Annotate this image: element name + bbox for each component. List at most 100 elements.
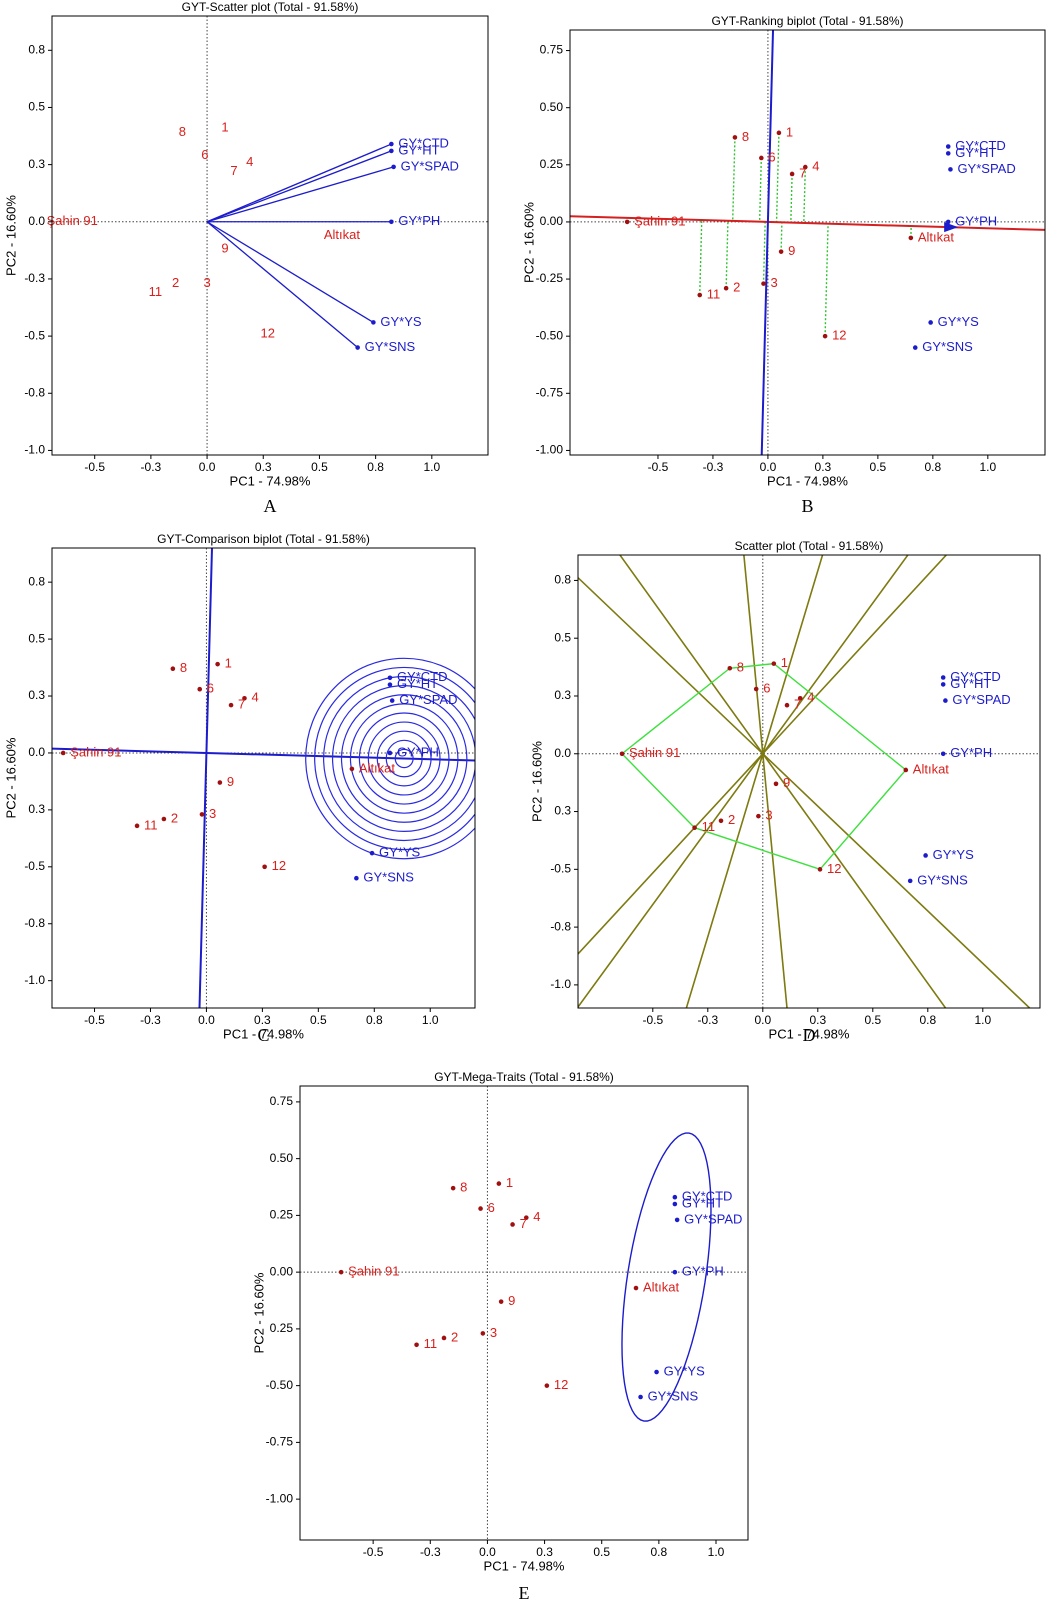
genotype-label: 11 xyxy=(707,286,721,301)
trait-point xyxy=(672,1201,678,1207)
genotype-label: 11 xyxy=(144,817,158,832)
genotype-label: 9 xyxy=(783,775,790,790)
genotype-label: 6 xyxy=(768,149,775,164)
projection xyxy=(699,220,703,296)
genotype-label: 1 xyxy=(786,124,793,139)
concentric-circle xyxy=(349,703,459,814)
trait-point xyxy=(387,682,393,687)
y-tick-label: -0.75 xyxy=(266,1435,294,1449)
y-tick-label: 0.00 xyxy=(270,1264,294,1278)
y-tick-label: 0.75 xyxy=(270,1094,294,1108)
genotype-point xyxy=(759,155,764,161)
genotype-point xyxy=(197,686,203,692)
panel-label: C xyxy=(257,1025,269,1045)
x-tick-label: 0.8 xyxy=(367,460,384,474)
x-tick-label: 0.3 xyxy=(254,1013,271,1027)
y-tick-label: -0.5 xyxy=(550,861,571,875)
trait-point xyxy=(389,698,395,703)
trait-point xyxy=(638,1394,643,1400)
y-axis-label: PC2 - 16.60% xyxy=(3,737,18,818)
genotype-label: Şahin 91 xyxy=(629,745,680,760)
trait-vector xyxy=(206,221,359,349)
trait-point xyxy=(672,1194,678,1200)
y-tick-label: -0.8 xyxy=(24,916,45,930)
trait-label: GY*SPAD xyxy=(952,692,1010,707)
genotype-point xyxy=(215,661,220,667)
genotype-label: 9 xyxy=(221,241,228,256)
x-tick-label: -0.3 xyxy=(420,1545,441,1559)
x-tick-label: -0.3 xyxy=(703,460,724,474)
trait-label: GY*YS xyxy=(380,314,422,329)
x-tick-label: 0.3 xyxy=(536,1545,553,1559)
trait-label: GY*SPAD xyxy=(401,158,459,173)
y-tick-label: 0.25 xyxy=(540,157,564,171)
genotype-label: 2 xyxy=(733,280,740,295)
genotype-label: 1 xyxy=(221,119,228,134)
genotype-label: Şahin 91 xyxy=(634,213,685,228)
plot-frame xyxy=(51,15,489,456)
genotype-point xyxy=(756,813,761,819)
y-axis-label: PC2 - 16.60% xyxy=(529,741,544,822)
trait-point xyxy=(912,345,918,350)
genotype-label: 12 xyxy=(554,1377,568,1392)
trait-label: GY*HT xyxy=(397,676,438,691)
genotype-label: 7 xyxy=(230,163,237,178)
trait-label: GY*YS xyxy=(933,847,975,862)
plot-area xyxy=(300,1086,748,1540)
genotype-label: 7 xyxy=(799,165,806,180)
genotype-point xyxy=(723,285,729,291)
trait-point xyxy=(940,682,946,687)
trait-vector xyxy=(206,166,394,223)
concentric-circle xyxy=(323,675,475,842)
genotype-label: 8 xyxy=(460,1180,467,1195)
genotype-label: 6 xyxy=(488,1200,495,1215)
trait-label: GY*HT xyxy=(682,1195,723,1210)
panel-label: A xyxy=(264,496,277,516)
y-tick-label: 0.3 xyxy=(28,802,45,816)
panel-label: E xyxy=(519,1583,530,1603)
projection xyxy=(803,167,807,223)
trait-point xyxy=(940,751,946,757)
genotype-label: Altıkat xyxy=(643,1279,680,1294)
x-tick-label: -0.3 xyxy=(140,1013,161,1027)
trait-label: GY*PH xyxy=(955,213,997,228)
trait-label: GY*CTD xyxy=(397,669,448,684)
genotype-label: 6 xyxy=(201,147,208,162)
genotype-point xyxy=(633,1285,639,1291)
genotype-label: 2 xyxy=(451,1329,458,1344)
trait-label: GY*CTD xyxy=(950,669,1001,684)
x-tick-label: 0.5 xyxy=(311,460,328,474)
x-axis-label: PC1 - 74.98% xyxy=(230,473,311,488)
y-tick-label: -0.25 xyxy=(536,271,564,285)
x-tick-label: 0.0 xyxy=(754,1013,771,1027)
y-tick-label: 0.3 xyxy=(554,804,571,818)
y-tick-label: 0.8 xyxy=(28,42,45,56)
perpendicular-axis xyxy=(198,548,214,1008)
concentric-circle xyxy=(305,657,475,860)
trait-label: GY*SNS xyxy=(363,870,414,885)
x-tick-label: -0.3 xyxy=(141,460,162,474)
genotype-label: 6 xyxy=(207,681,214,696)
x-axis-label: PC1 - 74.98% xyxy=(767,473,848,488)
plot-area xyxy=(52,548,475,1008)
genotype-point xyxy=(414,1342,419,1348)
trait-label: GY*HT xyxy=(950,676,991,691)
y-tick-label: 0.8 xyxy=(554,573,571,587)
trait-point xyxy=(369,850,375,856)
trait-label: GY*PH xyxy=(398,213,440,228)
y-tick-label: -0.50 xyxy=(536,328,564,342)
x-tick-label: 1.0 xyxy=(974,1013,991,1027)
y-tick-label: -1.00 xyxy=(536,443,564,457)
y-tick-label: -1.0 xyxy=(24,973,45,987)
genotype-point xyxy=(803,164,808,170)
y-tick-label: 0.50 xyxy=(540,100,564,114)
x-tick-label: 1.0 xyxy=(708,1545,725,1559)
plot-frame xyxy=(569,29,1046,456)
projection xyxy=(824,223,829,337)
genotype-point xyxy=(450,1185,456,1191)
genotype-point xyxy=(784,702,790,708)
y-tick-label: -1.0 xyxy=(550,977,571,991)
x-tick-label: 0.3 xyxy=(815,460,832,474)
genotype-point xyxy=(161,816,167,822)
trait-label: GY*HT xyxy=(398,142,439,157)
